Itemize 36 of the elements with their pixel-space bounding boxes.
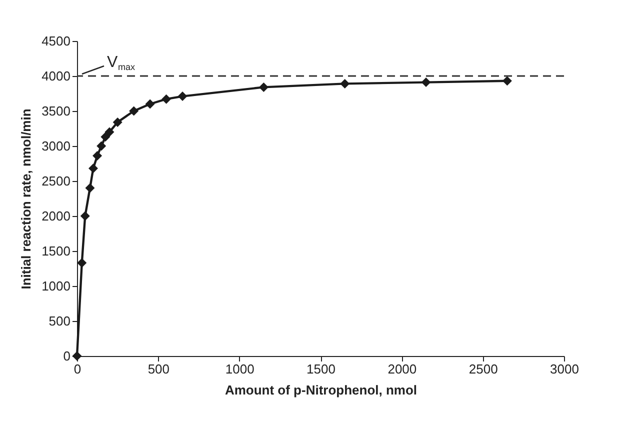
- y-tick-label: 3000: [42, 138, 70, 154]
- y-tick-label: 2500: [42, 174, 70, 188]
- x-tick-label: 2000: [388, 362, 417, 376]
- x-axis-title: Amount of p-Nitrophenol, nmol: [224, 382, 418, 398]
- x-tick-label: 2500: [468, 362, 498, 376]
- y-tick-label: 1000: [42, 278, 70, 294]
- point: [92, 151, 102, 161]
- y-tick-label: 0: [63, 348, 70, 364]
- point: [145, 99, 155, 109]
- x-tick-label: 0: [74, 362, 82, 376]
- y-tick-label: 4000: [42, 68, 70, 84]
- y-tick-label: 500: [48, 314, 70, 328]
- point: [88, 164, 98, 174]
- y-tick-label: 3500: [42, 104, 70, 118]
- point: [502, 76, 512, 86]
- x-tick-label: 3000: [550, 362, 579, 376]
- x-tick-label: 1000: [225, 362, 254, 376]
- point: [85, 183, 95, 193]
- y-tick-label: 1500: [42, 244, 70, 258]
- point: [340, 78, 350, 88]
- x-tick-label: 1500: [306, 362, 336, 376]
- point: [178, 92, 188, 102]
- x-tick-label: 500: [148, 362, 170, 376]
- point: [421, 78, 431, 88]
- point: [100, 132, 110, 142]
- point: [77, 258, 87, 268]
- point: [112, 117, 122, 127]
- point: [80, 211, 90, 221]
- point: [104, 127, 114, 137]
- point: [96, 141, 106, 151]
- point: [162, 94, 172, 104]
- y-axis-title: Initial reaction rate, nmol/min: [18, 108, 34, 290]
- point: [258, 82, 268, 92]
- y-tick-label: 2000: [42, 208, 70, 224]
- y-tick-label: 4500: [42, 34, 70, 48]
- point: [129, 106, 139, 116]
